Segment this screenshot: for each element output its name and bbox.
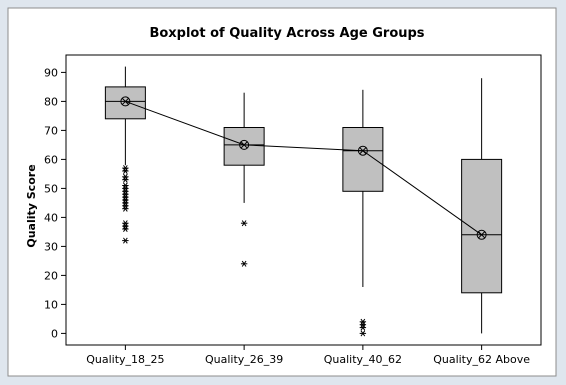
y-tick-label: 80 bbox=[44, 95, 58, 108]
y-tick-label: 60 bbox=[44, 153, 58, 166]
y-tick-label: 70 bbox=[44, 124, 58, 137]
box-iqr bbox=[223, 127, 265, 166]
chart-marks: 0 10 20 30 40 50 60 70 80 90 Quality_18_25 Quality_… bbox=[44, 66, 530, 366]
mean-marker bbox=[239, 139, 250, 150]
mean-marker bbox=[357, 145, 368, 156]
box-iqr bbox=[461, 158, 503, 294]
outlier-point bbox=[240, 260, 248, 267]
y-axis-label: Quality Score bbox=[25, 164, 38, 247]
box-iqr bbox=[342, 127, 384, 192]
x-tick-label: Quality_40_62 bbox=[324, 353, 402, 366]
outlier-point bbox=[122, 225, 129, 233]
x-tick-label: Quality_62 Above bbox=[433, 353, 530, 366]
y-tick-label: 30 bbox=[44, 240, 58, 253]
outlier-point bbox=[122, 167, 129, 175]
y-tick-label: 10 bbox=[44, 298, 58, 311]
box-iqr bbox=[104, 86, 146, 120]
mean-marker bbox=[120, 96, 131, 107]
y-tick-label: 40 bbox=[44, 211, 58, 224]
outlier-point bbox=[122, 205, 129, 212]
outlier-point bbox=[122, 176, 129, 183]
mean-connect-line bbox=[125, 100, 482, 236]
y-tick-label: 50 bbox=[44, 182, 58, 195]
outlier-point bbox=[122, 237, 129, 244]
outlier-point bbox=[359, 330, 367, 337]
outlier-point bbox=[359, 324, 367, 331]
outlier-point bbox=[240, 220, 248, 227]
chart-title: Boxplot of Quality Across Age Groups bbox=[149, 26, 424, 41]
y-tick-label: 90 bbox=[44, 66, 58, 79]
x-tick-label: Quality_18_25 bbox=[86, 353, 164, 366]
mean-marker bbox=[476, 229, 487, 240]
y-tick-label: 20 bbox=[44, 269, 58, 282]
x-tick-label: Quality_26_39 bbox=[205, 353, 283, 366]
y-tick-label: 0 bbox=[51, 327, 58, 340]
